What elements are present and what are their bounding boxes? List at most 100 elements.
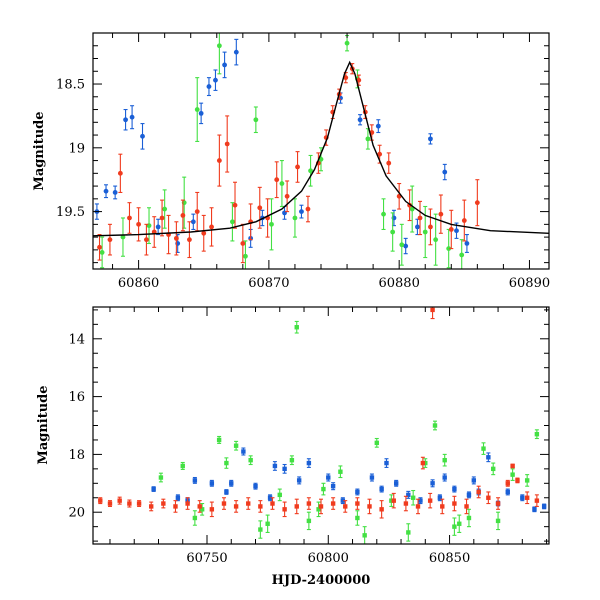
bottom-green-point	[265, 514, 270, 533]
bottom-green-point	[432, 420, 438, 431]
top-green-point	[433, 213, 439, 266]
top-ylabel: Magnitude	[32, 111, 47, 190]
bottom-green-point	[406, 523, 411, 542]
bottom-y-tick-label: 14	[68, 332, 85, 347]
bottom-green-point	[452, 517, 457, 536]
bottom-red-point	[510, 463, 515, 469]
top-green-point	[409, 185, 415, 233]
bottom-red-point	[379, 500, 384, 519]
bottom-green-point	[294, 320, 299, 334]
bottom-blue-point	[418, 497, 423, 505]
bottom-green-point	[216, 435, 222, 444]
top-blue-point	[206, 77, 212, 97]
top-green-point	[216, 33, 222, 75]
bottom-y-tick-label: 18	[68, 448, 85, 463]
bottom-green-point	[248, 455, 253, 466]
bottom-green-point	[423, 458, 428, 468]
top-green-point	[253, 106, 259, 134]
top-red-point	[448, 209, 454, 250]
top-green-point	[390, 212, 396, 252]
bottom-red-point	[127, 499, 132, 508]
bottom-blue-point	[326, 473, 331, 482]
top-blue-point	[233, 38, 239, 66]
top-blue-point	[140, 123, 145, 150]
bottom-plot-frame	[92, 306, 550, 545]
bottom-blue-point	[224, 489, 229, 495]
bottom-green-point	[466, 508, 472, 528]
top-red-point	[107, 223, 113, 256]
bottom-x-tick-label: 60750	[186, 551, 227, 566]
bottom-blue-point	[192, 476, 198, 484]
top-red-point	[474, 179, 480, 227]
bottom-xlabel: HJD-2400000	[272, 573, 371, 588]
bottom-blue-point	[340, 497, 346, 505]
top-red-point	[428, 208, 433, 246]
bottom-green-point	[199, 502, 205, 516]
top-red-point	[209, 207, 214, 247]
bottom-red-point	[464, 498, 469, 515]
bottom-red-point	[136, 500, 142, 507]
top-red-point	[356, 74, 362, 86]
bottom-red-point	[161, 498, 166, 509]
bottom-y-tick-label: 20	[68, 506, 85, 521]
bottom-blue-point	[442, 473, 447, 482]
bottom-blue-point	[306, 458, 312, 468]
top-blue-point	[123, 108, 128, 131]
top-red-point	[265, 198, 270, 238]
top-x-tick-label: 60860	[118, 276, 159, 291]
bottom-red-point	[246, 497, 251, 510]
bottom-red-point	[515, 477, 520, 484]
bottom-green-point	[481, 442, 486, 455]
bottom-x-tick-label: 60800	[308, 551, 349, 566]
bottom-red-point	[367, 498, 372, 515]
top-red-point	[117, 153, 123, 194]
top-red-point	[386, 152, 392, 174]
top-blue-point	[403, 237, 409, 255]
bottom-blue-point	[272, 461, 278, 471]
bottom-blue-point	[541, 503, 547, 510]
bottom-blue-point	[267, 494, 273, 502]
model-curve	[93, 60, 549, 237]
bottom-blue-point	[151, 486, 156, 492]
top-red-point	[274, 161, 280, 199]
bottom-green-point	[224, 457, 229, 469]
top-red-point	[438, 194, 444, 234]
bottom-ylabel: Magnitude	[36, 385, 51, 464]
bottom-blue-point	[406, 490, 411, 499]
top-blue-point	[357, 114, 363, 126]
top-data-layer	[93, 33, 549, 269]
bottom-blue-point	[505, 488, 510, 496]
top-red-point	[295, 151, 300, 183]
top-blue-point	[112, 185, 118, 200]
top-red-point	[144, 223, 149, 256]
bottom-green-point	[316, 501, 321, 518]
bottom-blue-point	[430, 479, 435, 488]
bottom-green-point	[491, 462, 496, 476]
bottom-blue-point	[330, 482, 336, 491]
top-blue-point	[103, 184, 109, 199]
bottom-green-point	[338, 465, 343, 479]
top-green-point	[162, 189, 168, 229]
bottom-blue-point	[296, 476, 302, 485]
bottom-green-point	[321, 482, 326, 496]
bottom-red-point	[173, 500, 178, 513]
bottom-red-point	[420, 456, 426, 470]
top-green-point	[459, 239, 465, 269]
bottom-green-point	[158, 472, 164, 483]
bottom-red-point	[415, 498, 421, 515]
top-red-point	[159, 199, 165, 237]
top-green-point	[120, 217, 126, 257]
bottom-green-point	[389, 494, 394, 507]
bottom-blue-point	[209, 479, 215, 487]
top-red-point	[248, 203, 254, 241]
bottom-red-point	[495, 497, 501, 510]
top-blue-point	[415, 218, 420, 236]
top-green-point	[279, 160, 285, 208]
top-red-point	[232, 181, 238, 229]
bottom-red-point	[149, 501, 154, 512]
top-green-point	[194, 77, 200, 142]
bottom-red-point	[330, 497, 336, 510]
bottom-blue-point	[241, 447, 246, 456]
top-red-point	[396, 182, 402, 210]
top-red-point	[166, 214, 171, 255]
